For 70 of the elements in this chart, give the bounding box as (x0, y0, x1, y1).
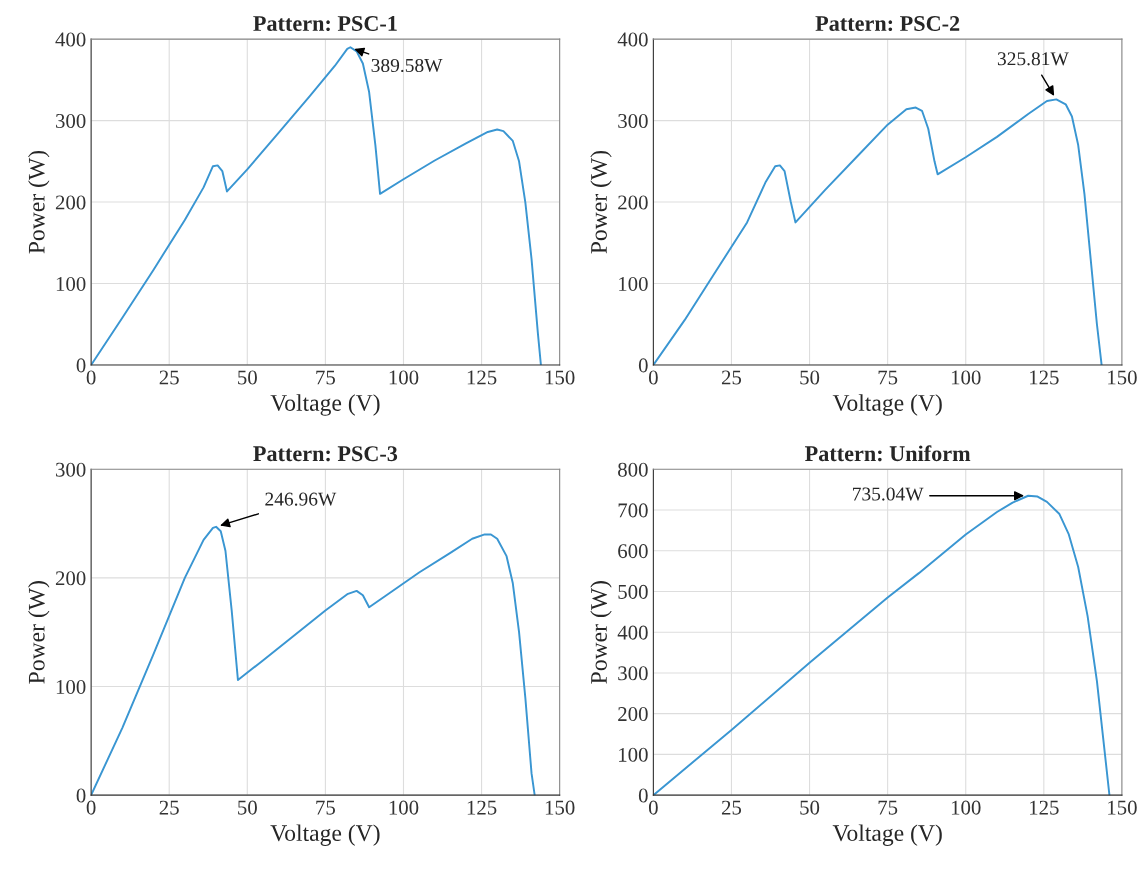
y-tick-label: 200 (55, 195, 86, 210)
x-axis-title: Voltage (V) (270, 394, 380, 416)
y-tick-label: 800 (618, 462, 648, 477)
x-tick-label: 150 (1108, 800, 1137, 815)
x-tick-label: 125 (467, 800, 497, 815)
y-tick-label: 600 (618, 544, 648, 559)
y-tick-label: 700 (618, 503, 648, 518)
line-series (653, 98, 1103, 365)
y-axis-title: Power (W) (28, 150, 50, 254)
line-series (91, 525, 536, 796)
x-tick-label: 0 (648, 800, 658, 815)
x-axis-title: Voltage (V) (270, 824, 380, 846)
y-tick-label: 0 (638, 358, 648, 373)
x-tick-label: 25 (721, 370, 742, 385)
y-tick-label: 100 (56, 679, 86, 694)
x-axis-title: Voltage (V) (832, 394, 942, 416)
y-tick-label: 0 (638, 788, 648, 803)
y-tick-label: 200 (618, 195, 648, 210)
y-tick-label: 400 (617, 625, 648, 640)
x-tick-label: 75 (878, 800, 898, 815)
x-tick-label: 25 (159, 800, 179, 815)
y-tick-label: 300 (618, 113, 648, 129)
annotation: 389.58W (371, 58, 443, 73)
x-tick-label: 50 (238, 800, 257, 815)
chart-title: Pattern: PSC-3 (253, 446, 398, 462)
annotation: 325.81W (997, 52, 1069, 66)
y-tick-label: 200 (618, 707, 648, 722)
chart-title: Pattern: Uniform (805, 445, 971, 462)
y-tick-label: 400 (55, 32, 86, 47)
y-tick-label: 200 (55, 571, 86, 586)
x-tick-label: 100 (951, 800, 981, 815)
x-tick-label: 50 (238, 370, 257, 385)
x-tick-label: 100 (951, 370, 981, 385)
y-tick-label: 0 (76, 788, 86, 803)
x-tick-label: 125 (1030, 800, 1059, 815)
x-tick-label: 25 (721, 800, 742, 815)
x-tick-label: 75 (878, 370, 898, 385)
x-tick-label: 50 (800, 370, 820, 385)
x-tick-label: 0 (86, 800, 96, 815)
x-tick-label: 125 (467, 370, 497, 385)
y-tick-label: 400 (617, 32, 648, 47)
x-tick-label: 150 (545, 800, 575, 815)
y-tick-label: 500 (618, 584, 648, 599)
y-tick-label: 100 (56, 276, 86, 291)
chart-title: Pattern: PSC-1 (253, 16, 397, 32)
x-axis-title: Voltage (V) (832, 824, 942, 846)
x-tick-label: 0 (648, 370, 658, 385)
y-axis-title: Power (W) (590, 581, 612, 684)
x-tick-label: 75 (316, 800, 335, 815)
line-series (91, 46, 542, 365)
x-tick-label: 125 (1030, 370, 1059, 385)
x-tick-label: 25 (159, 370, 179, 385)
y-tick-label: 300 (618, 666, 648, 681)
y-axis-title: Power (W) (28, 581, 50, 684)
y-tick-label: 100 (619, 276, 648, 291)
x-tick-label: 150 (545, 370, 575, 385)
y-tick-label: 100 (619, 747, 648, 762)
x-tick-label: 150 (1108, 370, 1137, 385)
chart-title: Pattern: PSC-2 (815, 16, 960, 32)
x-tick-label: 50 (800, 800, 820, 815)
y-tick-label: 300 (56, 113, 86, 129)
annotation: 735.04W (853, 487, 924, 501)
y-tick-label: 0 (76, 358, 86, 373)
y-tick-label: 300 (56, 462, 86, 477)
x-tick-label: 75 (316, 370, 335, 385)
x-tick-label: 0 (86, 370, 96, 385)
x-tick-label: 100 (389, 800, 419, 815)
x-tick-label: 100 (389, 370, 419, 385)
annotation: 246.96W (265, 492, 337, 506)
y-axis-title: Power (W) (590, 150, 612, 254)
